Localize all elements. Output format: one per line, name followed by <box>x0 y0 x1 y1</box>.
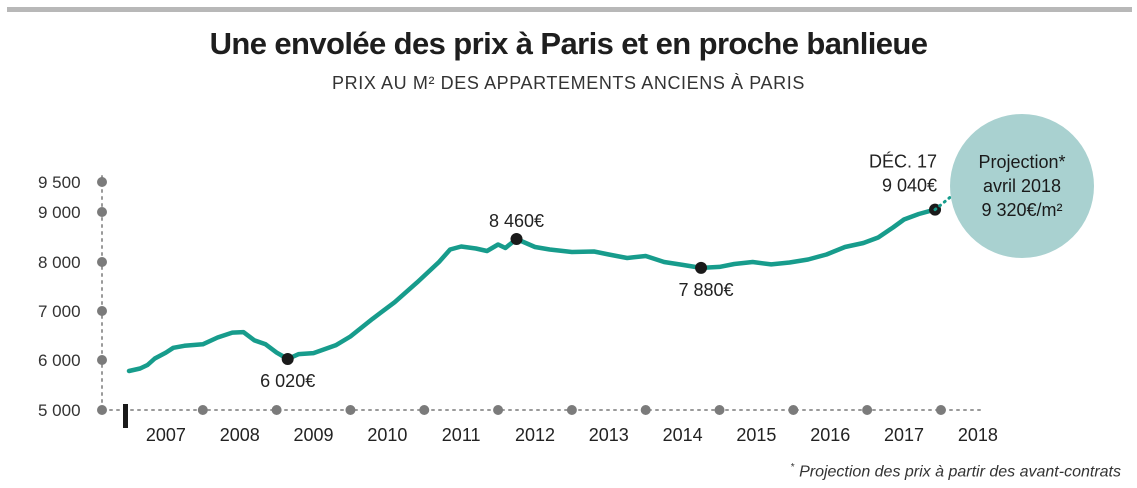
x-tick-dot <box>271 405 282 415</box>
x-tick-label: 2007 <box>146 425 186 445</box>
y-tick-dot <box>97 177 107 187</box>
y-tick-dot <box>97 355 107 365</box>
y-axis: 5 000 6 000 7 000 8 000 9 000 9 500 <box>38 173 107 420</box>
projection-layer: Projection* avril 2018 9 320€/m² <box>933 114 1094 258</box>
x-tick-label: 2011 <box>442 425 481 445</box>
projection-bubble <box>950 114 1094 258</box>
projection-label-line2: avril 2018 <box>983 176 1061 196</box>
projection-label-line1: Projection* <box>978 152 1065 172</box>
x-tick-label: 2014 <box>663 425 703 445</box>
annotation-label: 6 020€ <box>260 371 315 391</box>
footnote-mark: * <box>790 462 795 473</box>
x-tick-dot <box>197 405 208 415</box>
x-tick-label: 2009 <box>294 425 334 445</box>
annotation-label: 7 880€ <box>679 280 734 300</box>
x-tick-label: 2010 <box>367 425 407 445</box>
y-tick-dot <box>97 257 107 267</box>
footnote-text: Projection des prix à partir des avant-c… <box>799 463 1121 481</box>
y-tick-label: 6 000 <box>38 351 81 370</box>
x-axis: 2007 2008 2009 2010 2011 2012 2013 2014 2015 2016… <box>109 404 998 445</box>
projection-label-line3: 9 320€/m² <box>981 200 1062 220</box>
chart-subtitle: PRIX AU M² DES APPARTEMENTS ANCIENS À PA… <box>332 73 805 93</box>
x-tick-label: 2008 <box>220 425 260 445</box>
y-tick-label: 5 000 <box>38 401 81 420</box>
y-tick-label: 9 000 <box>38 203 81 222</box>
annotation-marker <box>695 261 708 274</box>
x-tick-label: 2016 <box>810 425 850 445</box>
x-tick-dot <box>862 405 873 415</box>
x-tick-label: 2018 <box>958 425 998 445</box>
y-tick-label: 7 000 <box>38 302 81 321</box>
annotation-marker <box>281 353 294 366</box>
x-tick-dot <box>419 405 430 415</box>
x-tick-dot <box>714 405 725 415</box>
top-rule <box>7 7 1132 12</box>
x-tick-dot <box>935 405 946 415</box>
x-tick-dot <box>493 405 504 415</box>
x-tick-dot <box>788 405 799 415</box>
x-tick-label: 2012 <box>515 425 555 445</box>
x-tick-dot <box>566 405 577 415</box>
x-tick-label: 2015 <box>736 425 776 445</box>
series-layer <box>126 207 938 374</box>
footnote: * Projection des prix à partir des avant… <box>791 462 1121 481</box>
annotation-label: 8 460€ <box>489 211 544 231</box>
price-series-line <box>126 207 938 374</box>
y-tick-label: 9 500 <box>38 173 81 192</box>
annotations-layer: 6 020€ 8 460€ 7 880€ DÉC. 17 9 040€ <box>260 152 942 391</box>
annotation-label-top: DÉC. 17 <box>869 152 937 172</box>
x-axis-start-bar <box>123 404 128 428</box>
annotation-marker <box>510 233 523 245</box>
x-tick-dot <box>345 405 356 415</box>
y-tick-dot <box>97 306 107 316</box>
x-tick-label: 2017 <box>884 425 924 445</box>
y-tick-dot <box>97 405 107 415</box>
y-tick-label: 8 000 <box>38 253 81 272</box>
chart-title: Une envolée des prix à Paris et en proch… <box>209 26 928 61</box>
x-tick-label: 2013 <box>589 425 629 445</box>
y-tick-dot <box>97 207 107 217</box>
annotation-label: 9 040€ <box>882 176 937 196</box>
x-tick-dot <box>640 405 651 415</box>
